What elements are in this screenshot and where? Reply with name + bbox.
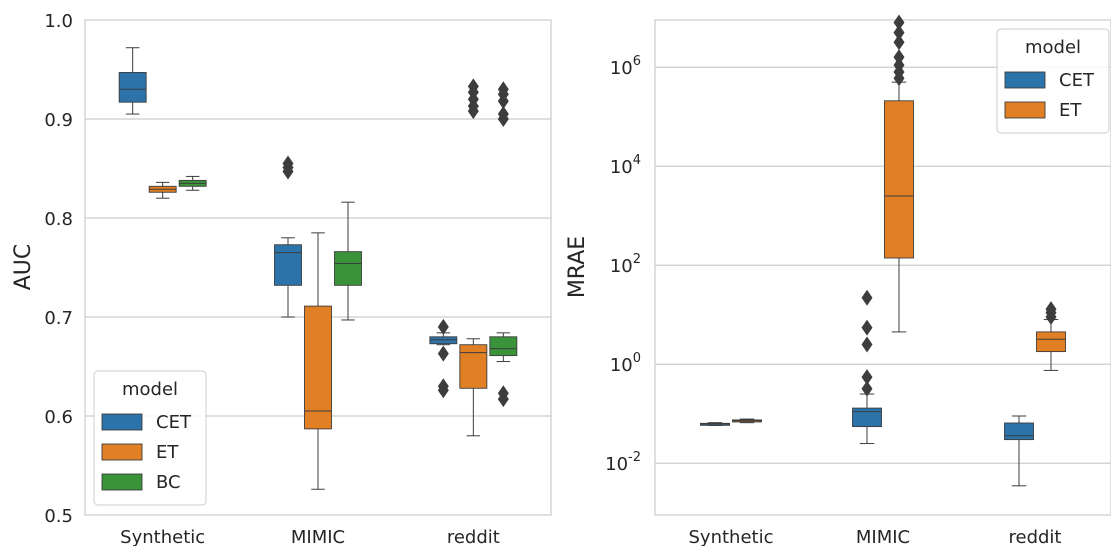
legend-label-cet: CET [1059,70,1095,91]
outlier-point [437,345,449,362]
outlier-point [1045,301,1057,318]
box-bc-reddit [489,81,518,408]
legend-label-et: ET [1059,100,1082,121]
box-et-synthetic [732,418,762,424]
legend-swatch-cet [1004,71,1046,89]
outlier-point [861,369,873,386]
box-iqr [459,344,488,389]
x-tick-label-reddit: reddit [1009,527,1062,546]
box-et-reddit [459,78,488,437]
auc-boxes [118,47,518,490]
y-tick-label: 0.8 [44,209,73,230]
outlier-point [282,155,294,172]
outlier-point [893,49,905,66]
y-tick-label: 0.6 [44,407,73,428]
box-et-mimic [304,232,332,490]
legend-swatch-et [101,443,143,461]
box-cet-synthetic [700,422,730,426]
legend-label-cet: CET [156,412,192,433]
box-iqr [884,100,914,259]
outlier-point [861,289,873,306]
y-tick-label: 10-2 [605,450,641,475]
y-tick-label: 0.7 [44,308,73,329]
y-tick-label: 0.9 [44,110,73,131]
box-cet-mimic [852,289,882,445]
legend-frame [93,370,207,506]
y-tick-label: 104 [610,153,641,178]
legend-swatch-cet [101,413,143,431]
auc-y-axis-label: AUC [11,244,36,291]
x-tick-label-synthetic: Synthetic [689,527,774,546]
box-iqr [852,407,882,428]
box-iqr [1036,331,1066,353]
y-tick-label: 0.5 [44,506,73,527]
box-et-synthetic [148,181,177,199]
mrae-x-ticks: Synthetic MIMIC reddit [689,527,1062,548]
outlier-point [861,380,873,397]
box-cet-synthetic [118,47,147,115]
box-et-reddit [1036,301,1066,371]
legend-title: model [1025,37,1081,58]
mrae-y-axis-label: MRAE [565,236,590,298]
mrae-boxes [700,14,1066,487]
box-bc-synthetic [178,175,207,191]
x-tick-label-reddit: reddit [447,527,500,546]
outlier-point [861,336,873,353]
box-iqr [1004,422,1034,441]
box-cet-reddit [429,318,458,399]
outlier-point [497,81,509,98]
legend-label-et: ET [156,442,179,463]
outlier-point [893,14,905,31]
box-bc-mimic [334,201,362,321]
x-tick-label-synthetic: Synthetic [120,527,205,546]
legend-swatch-bc [101,473,143,491]
outlier-point [861,319,873,336]
auc-x-ticks: Synthetic MIMIC reddit [120,527,500,548]
x-tick-label-mimic: MIMIC [856,527,910,546]
box-cet-mimic [274,155,302,318]
box-et-mimic [884,14,914,333]
outlier-point [497,106,509,123]
outlier-point [467,78,479,95]
mrae-legend: model CET ET [996,28,1110,134]
outlier-point [437,318,449,335]
outlier-point [437,382,449,399]
outlier-point [893,34,905,51]
auc-panel: 0.50.60.70.80.91.0 Synthetic MIMIC reddit … [11,11,552,548]
auc-legend: model CET ET BC [93,370,207,506]
outlier-point [893,57,905,74]
box-iqr [334,251,362,286]
x-tick-label-mimic: MIMIC [291,527,345,546]
auc-y-ticks: 0.5 0.6 0.7 0.8 0.9 1.0 [44,11,73,527]
box-iqr [274,244,302,286]
legend-label-bc: BC [156,472,181,493]
y-tick-label: 102 [610,252,641,277]
legend-swatch-et [1004,101,1046,119]
outlier-point [497,385,509,402]
y-tick-label: 100 [610,351,641,376]
legend-title: model [122,379,178,400]
mrae-y-ticks: 10-2 100 102 104 106 [605,54,641,475]
y-tick-label: 106 [610,54,641,79]
box-cet-reddit [1004,415,1034,487]
box-iqr [489,336,518,357]
box-iqr [118,72,147,103]
outlier-point [893,24,905,41]
y-tick-label: 1.0 [44,11,73,32]
mrae-panel: 10-2 100 102 104 106 Synthetic MIMIC reddit MR… [565,14,1111,548]
box-iqr [304,305,332,430]
